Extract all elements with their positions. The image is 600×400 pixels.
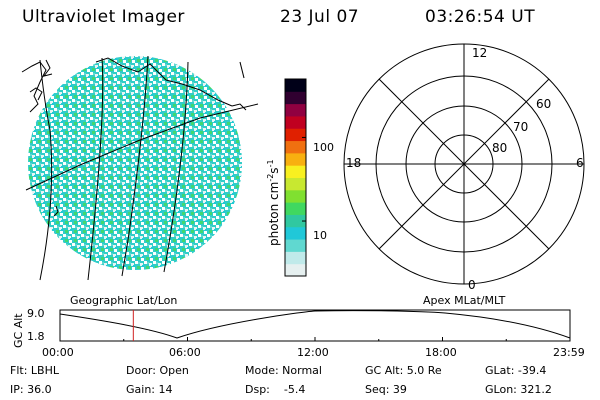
colorbar-cell bbox=[285, 177, 306, 191]
colorbar-cell bbox=[285, 226, 306, 240]
altitude-x-ticks bbox=[59, 337, 571, 341]
date-label: 23 Jul 07 bbox=[280, 7, 360, 27]
geographic-label: Geographic Lat/Lon bbox=[70, 294, 178, 307]
coastline-overlay bbox=[21, 57, 247, 217]
colorbar-cell bbox=[285, 79, 306, 92]
info-mode: Mode: Normal bbox=[245, 364, 322, 377]
info-glat: GLat: -39.4 bbox=[485, 364, 547, 377]
info-seq: Seq: 39 bbox=[365, 383, 407, 396]
altitude-x-tick-label: 12:00 bbox=[297, 346, 329, 359]
info-gain: Gain: 14 bbox=[126, 383, 173, 396]
colorbar-cell bbox=[285, 128, 306, 142]
polar-lat-label-60: 60 bbox=[536, 97, 552, 111]
info-glon: GLon: 321.2 bbox=[485, 383, 552, 396]
colorbar-cell bbox=[285, 91, 306, 105]
polar-plot bbox=[343, 43, 585, 285]
colorbar-tick-label: 10 bbox=[313, 229, 327, 242]
altitude-x-tick-label: 06:00 bbox=[169, 346, 201, 359]
colorbar-cell bbox=[285, 251, 306, 265]
colorbar-cell bbox=[285, 140, 306, 154]
altitude-y-tick: 9.0 bbox=[27, 307, 45, 320]
colorbar-cell bbox=[285, 202, 306, 215]
altitude-y-label: GC Alt bbox=[12, 313, 25, 348]
colorbar-cell bbox=[285, 214, 306, 228]
altitude-x-tick-label: 00:00 bbox=[42, 346, 74, 359]
info-dsp: Dsp: -5.4 bbox=[245, 383, 306, 396]
altitude-curve bbox=[59, 310, 571, 339]
altitude-x-tick-label: 23:59 bbox=[553, 346, 585, 359]
colorbar-cell bbox=[285, 115, 306, 129]
polar-label-0: 0 bbox=[468, 278, 476, 292]
polar-label-12: 12 bbox=[472, 46, 488, 60]
colorbar-tick-label: 100 bbox=[313, 141, 334, 154]
info-flt: Flt: LBHL bbox=[10, 364, 59, 377]
colorbar-cells bbox=[285, 79, 306, 277]
altitude-y-tick: 1.8 bbox=[27, 330, 45, 343]
info-ip: IP: 36.0 bbox=[10, 383, 52, 396]
polar-label-18: 18 bbox=[346, 156, 362, 170]
polar-lat-label-70: 70 bbox=[513, 120, 529, 134]
colorbar-cell bbox=[285, 263, 306, 277]
time-label: 03:26:54 UT bbox=[425, 7, 536, 27]
colorbar bbox=[284, 78, 307, 277]
uvi-image-disc bbox=[28, 56, 242, 270]
polar-lat-label-80: 80 bbox=[492, 141, 508, 155]
colorbar-cell bbox=[285, 165, 306, 178]
apex-label: Apex MLat/MLT bbox=[423, 294, 506, 307]
altitude-x-tick-label: 18:00 bbox=[425, 346, 457, 359]
lat-lon-grid bbox=[25, 55, 259, 281]
colorbar-cell bbox=[285, 152, 306, 166]
colorbar-ticks bbox=[302, 136, 306, 222]
colorbar-cell bbox=[285, 189, 306, 203]
colorbar-cell bbox=[285, 239, 306, 252]
altitude-plot bbox=[59, 309, 571, 342]
info-door: Door: Open bbox=[126, 364, 189, 377]
info-gc-alt: GC Alt: 5.0 Re bbox=[365, 364, 442, 377]
polar-label-6: 6 bbox=[576, 156, 584, 170]
colorbar-unit-label: photon cm-2s-1 bbox=[266, 159, 281, 246]
colorbar-cell bbox=[285, 103, 306, 117]
instrument-title: Ultraviolet Imager bbox=[22, 7, 185, 27]
